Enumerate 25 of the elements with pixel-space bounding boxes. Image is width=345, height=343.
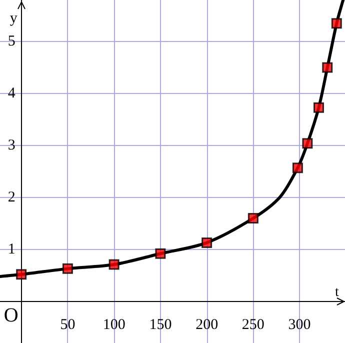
point	[331, 18, 342, 29]
point	[108, 259, 120, 270]
point	[202, 237, 212, 248]
x-tick-label: 150	[149, 316, 172, 333]
point	[322, 62, 333, 73]
y-tick-label: 3	[8, 138, 16, 154]
x-tick-label: 300	[288, 316, 311, 333]
point	[16, 269, 27, 280]
x-tick-label: 250	[242, 316, 264, 333]
y-tick-label: 1	[8, 241, 16, 258]
annotation: O	[4, 304, 18, 326]
x-tick-label: 200	[196, 316, 218, 333]
point	[314, 102, 324, 113]
point	[292, 162, 303, 174]
point	[62, 263, 73, 274]
x-axis-title: t	[335, 284, 339, 300]
point	[248, 213, 258, 224]
point	[155, 248, 166, 259]
y-tick-label: 2	[8, 189, 16, 206]
y-tick-label: 4	[8, 86, 16, 102]
x-tick-label: 50	[60, 316, 76, 333]
point	[302, 138, 313, 149]
y-tick-label: 5	[8, 34, 16, 50]
x-tick-label: 100	[102, 316, 126, 333]
y-axis-title: y	[10, 10, 18, 26]
